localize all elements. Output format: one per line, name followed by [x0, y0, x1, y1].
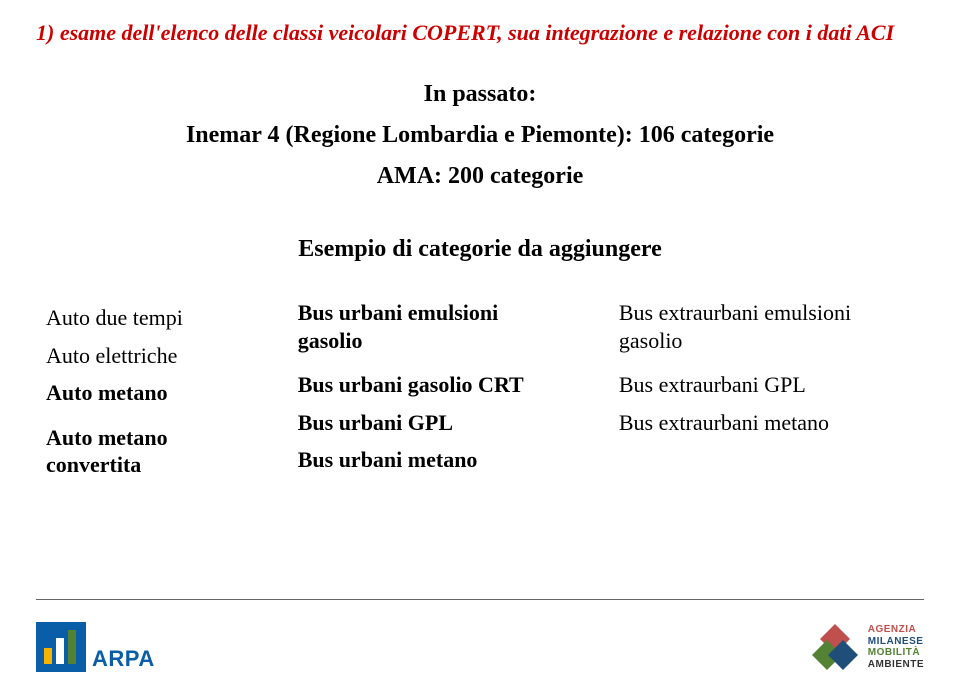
list-item: Auto elettriche	[46, 337, 272, 374]
slide: 1) esame dell'elenco delle classi veicol…	[0, 0, 960, 699]
list-item-text: gasolio	[298, 328, 363, 353]
arpa-logo: ARPA	[36, 622, 155, 672]
ama-logo-text: AGENZIA MILANESE MOBILITÀ AMBIENTE	[868, 624, 924, 670]
ama-logo: AGENZIA MILANESE MOBILITÀ AMBIENTE	[810, 622, 924, 672]
column-3: Bus extraurbani emulsioni gasolio Bus ex…	[619, 299, 914, 478]
columns: Auto due tempi Auto elettriche Auto meta…	[36, 299, 924, 478]
column-1: Auto due tempi Auto elettriche Auto meta…	[46, 299, 272, 478]
list-item: Bus extraurbani emulsioni gasolio	[619, 299, 914, 354]
column-2: Bus urbani emulsioni gasolio Bus urbani …	[298, 299, 593, 478]
ama-icon	[810, 622, 860, 672]
list-item-text: Bus extraurbani emulsioni	[619, 300, 851, 325]
list-item: Bus extraurbani metano	[619, 404, 914, 441]
list-item: Auto metano convertita	[46, 424, 272, 479]
ama-text-line: MILANESE	[868, 636, 924, 648]
ama-text-line: MOBILITÀ	[868, 647, 924, 659]
list-item-text: Auto metano	[46, 425, 168, 450]
intro-line-2: Inemar 4 (Regione Lombardia e Piemonte):…	[36, 115, 924, 156]
ama-text-line: AMBIENTE	[868, 659, 924, 671]
slide-title: 1) esame dell'elenco delle classi veicol…	[36, 20, 924, 46]
list-item: Auto due tempi	[46, 299, 272, 336]
footer: ARPA AGENZIA MILANESE MOBILITÀ AMBIENTE	[0, 599, 960, 685]
list-item: Bus urbani GPL	[298, 404, 593, 441]
intro-line-3: AMA: 200 categorie	[36, 156, 924, 197]
list-item-text: convertita	[46, 452, 141, 477]
logo-row: ARPA AGENZIA MILANESE MOBILITÀ AMBIENTE	[0, 610, 960, 672]
list-item: Bus extraurbani GPL	[619, 366, 914, 403]
divider	[36, 599, 924, 600]
subheading: Esempio di categorie da aggiungere	[36, 236, 924, 263]
list-item: Bus urbani metano	[298, 441, 593, 478]
arpa-logo-text: ARPA	[92, 646, 155, 672]
intro-block: In passato: Inemar 4 (Regione Lombardia …	[36, 74, 924, 196]
arpa-icon	[36, 622, 86, 672]
list-item: Bus urbani emulsioni gasolio	[298, 299, 593, 354]
list-item-text: gasolio	[619, 328, 683, 353]
intro-line-1: In passato:	[36, 74, 924, 115]
list-item: Bus urbani gasolio CRT	[298, 366, 593, 403]
ama-text-line: AGENZIA	[868, 624, 924, 636]
list-item: Auto metano	[46, 374, 272, 411]
list-item-text: Bus urbani emulsioni	[298, 300, 499, 325]
